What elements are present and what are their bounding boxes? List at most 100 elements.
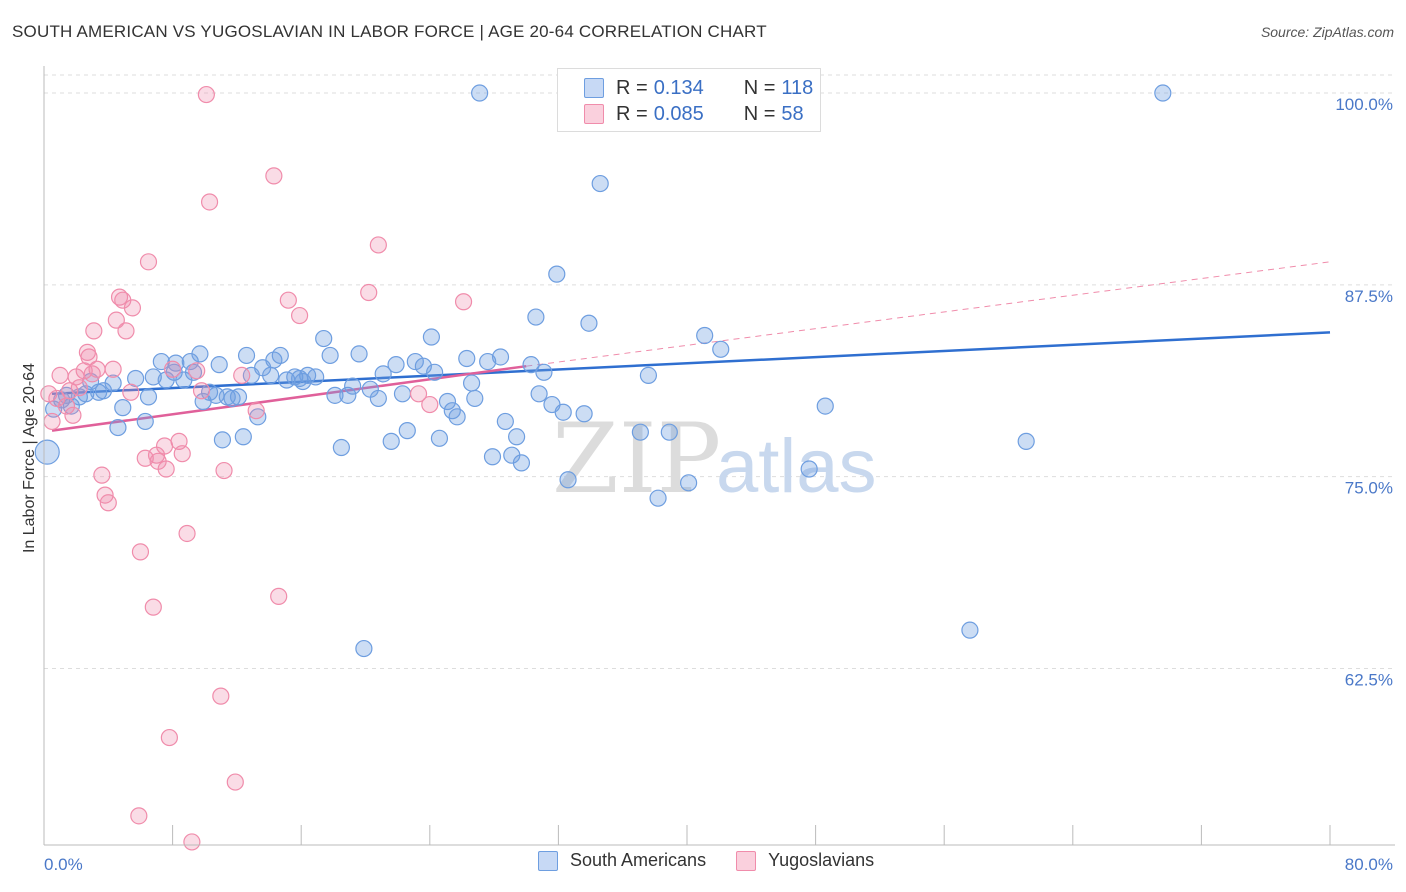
point-south-american [471,84,489,102]
point-yugoslavian [88,360,106,378]
point-yugoslavian [117,322,135,340]
point-yugoslavian [93,466,111,484]
point-yugoslavian [83,365,101,383]
legend-item-south-americans: South Americans [538,850,706,871]
point-south-american [191,345,209,363]
point-south-american [483,448,502,466]
point-south-american [339,386,357,404]
point-south-american [139,388,158,406]
point-yugoslavian [51,366,69,384]
point-south-american [508,428,526,446]
point-yugoslavian [40,385,58,403]
point-south-american [393,385,412,403]
point-yugoslavian [64,406,82,424]
point-south-american [262,366,280,384]
y-tick-label: 75.0% [1345,479,1393,498]
point-yugoslavian [131,543,150,561]
point-yugoslavian [70,379,88,397]
point-yugoslavian [157,460,175,478]
point-south-american [223,389,241,408]
series-legend: South Americans Yugoslavians [538,850,904,871]
point-south-american [591,174,609,193]
point-south-american [479,352,497,371]
point-south-american [535,363,553,381]
point-south-american [800,460,818,478]
point-yugoslavian [360,283,378,302]
legend-swatch-blue [584,78,604,98]
point-south-american [512,454,531,472]
point-yugoslavian [265,167,283,185]
point-yugoslavian [409,385,428,403]
point-south-american [332,438,350,457]
point-south-american [491,348,510,366]
point-yugoslavian [80,348,98,366]
y-axis-label: In Labor Force | Age 20-64 [21,363,38,553]
legend-r-value: 0.134 [653,76,704,99]
point-south-american [1154,84,1172,102]
point-yugoslavian [61,382,79,400]
legend-n-value: 58 [781,102,804,125]
point-south-american [680,474,698,492]
point-yugoslavian [454,293,473,311]
point-south-american [144,368,162,386]
point-yugoslavian [247,402,265,420]
legend-r-label: R = [616,76,648,99]
point-south-american [237,346,256,365]
trend-lines [51,261,1331,432]
point-south-american [496,412,514,431]
watermark-zip: ZIP [552,403,721,515]
point-yugoslavian [139,253,158,271]
point-south-american [344,377,362,395]
legend-swatch-blue [538,850,558,871]
point-south-american [234,428,252,446]
point-south-american [321,346,339,365]
point-south-american [398,422,416,440]
point-south-american [430,429,449,447]
legend-label: Yugoslavians [768,850,875,870]
point-yugoslavian [226,773,244,791]
point-yugoslavian [123,299,142,317]
x-tick-label: 80.0% [1345,855,1393,874]
legend-item-yugoslavians: Yugoslavians [736,850,874,871]
point-yugoslavian [270,587,288,605]
point-yugoslavian [173,445,191,463]
legend-r-label: R = [616,102,648,125]
watermark-atlas: atlas [716,424,877,509]
point-south-american [422,328,441,346]
point-south-american [355,639,373,658]
point-yugoslavian [178,524,196,543]
point-south-american [580,314,598,332]
data-points [34,84,1172,851]
point-south-american [639,366,658,384]
point-yugoslavian [215,461,233,480]
point-yugoslavian [155,437,174,455]
point-south-american [575,405,593,423]
point-south-american [249,408,267,426]
point-yugoslavian [279,291,297,309]
point-yugoslavian [43,412,61,431]
point-south-american [522,356,540,374]
y-tick-label: 87.5% [1345,287,1393,306]
point-south-american [631,423,649,441]
point-south-american [660,423,678,441]
legend-n-label: N = [743,76,776,99]
point-south-american [527,308,545,326]
point-south-american [382,432,400,450]
point-south-american [114,399,132,417]
point-south-american [387,356,405,374]
point-yugoslavian [160,728,178,747]
y-tick-label: 100.0% [1335,95,1393,114]
point-south-american [374,365,392,383]
point-south-american [109,418,127,437]
point-south-american [406,352,424,371]
point-south-american [315,329,333,348]
legend-n-label: N = [743,102,776,125]
point-yugoslavian [233,366,251,384]
point-yugoslavian [192,382,211,400]
trend-line-yugoslavians-extension [526,261,1331,367]
legend-label: South Americans [570,850,707,870]
point-south-american [210,356,228,374]
point-south-american [213,431,232,449]
axes [43,66,1395,846]
